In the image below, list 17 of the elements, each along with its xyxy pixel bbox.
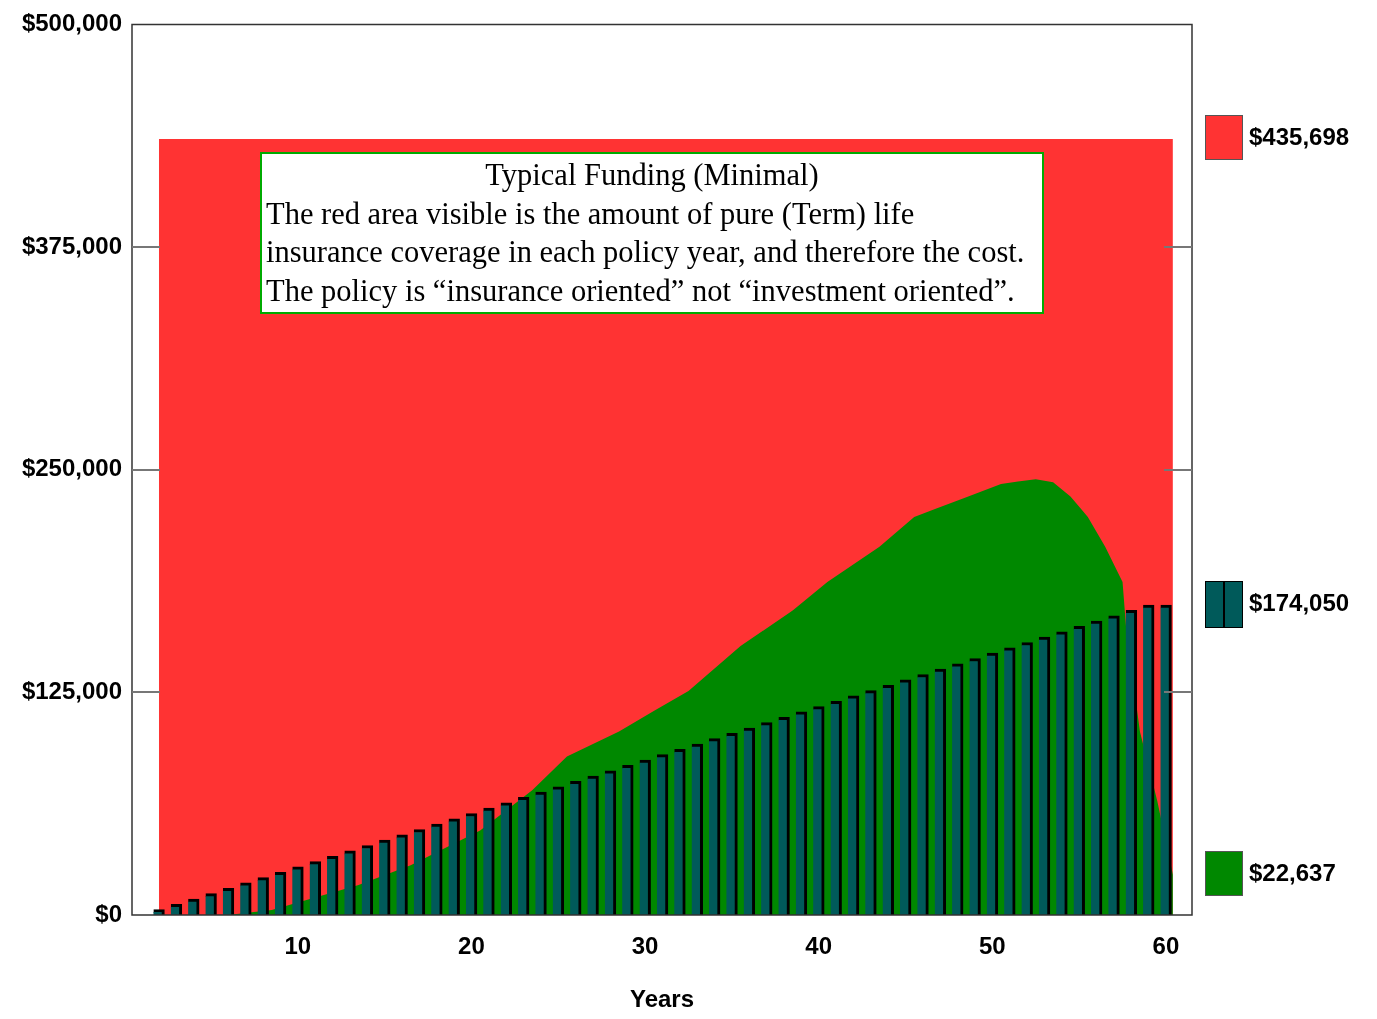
text: Typical Funding (Minimal) [484, 157, 820, 194]
annotation: The red area visible is the amount of pure (Term) life insurance coverage in each policy year, and therefore the cost. The policy is “insurance oriented” not “investment oriented”. [266, 195, 1026, 310]
legend-label: $174,050 [1249, 589, 1350, 618]
x-tick-label: 20 [458, 932, 485, 960]
y-tick-label: $250,000 [21, 454, 122, 482]
y-tick-label: $0 [95, 899, 122, 927]
x-axis-title: Years [629, 985, 695, 1013]
legend-label: $22,637 [1249, 859, 1336, 888]
y-tick-label: $125,000 [21, 676, 122, 704]
x-tick-label: 40 [805, 932, 833, 960]
x-tick-label: 30 [631, 932, 659, 960]
y-tick-label: $375,000 [21, 231, 122, 259]
x-tick-label: 10 [284, 932, 312, 960]
text: $435,698 [1249, 123, 1350, 152]
x-tick-label: 60 [1152, 932, 1180, 960]
y-tick-label: $500,000 [21, 9, 122, 37]
x-tick-label: 50 [978, 932, 1006, 960]
